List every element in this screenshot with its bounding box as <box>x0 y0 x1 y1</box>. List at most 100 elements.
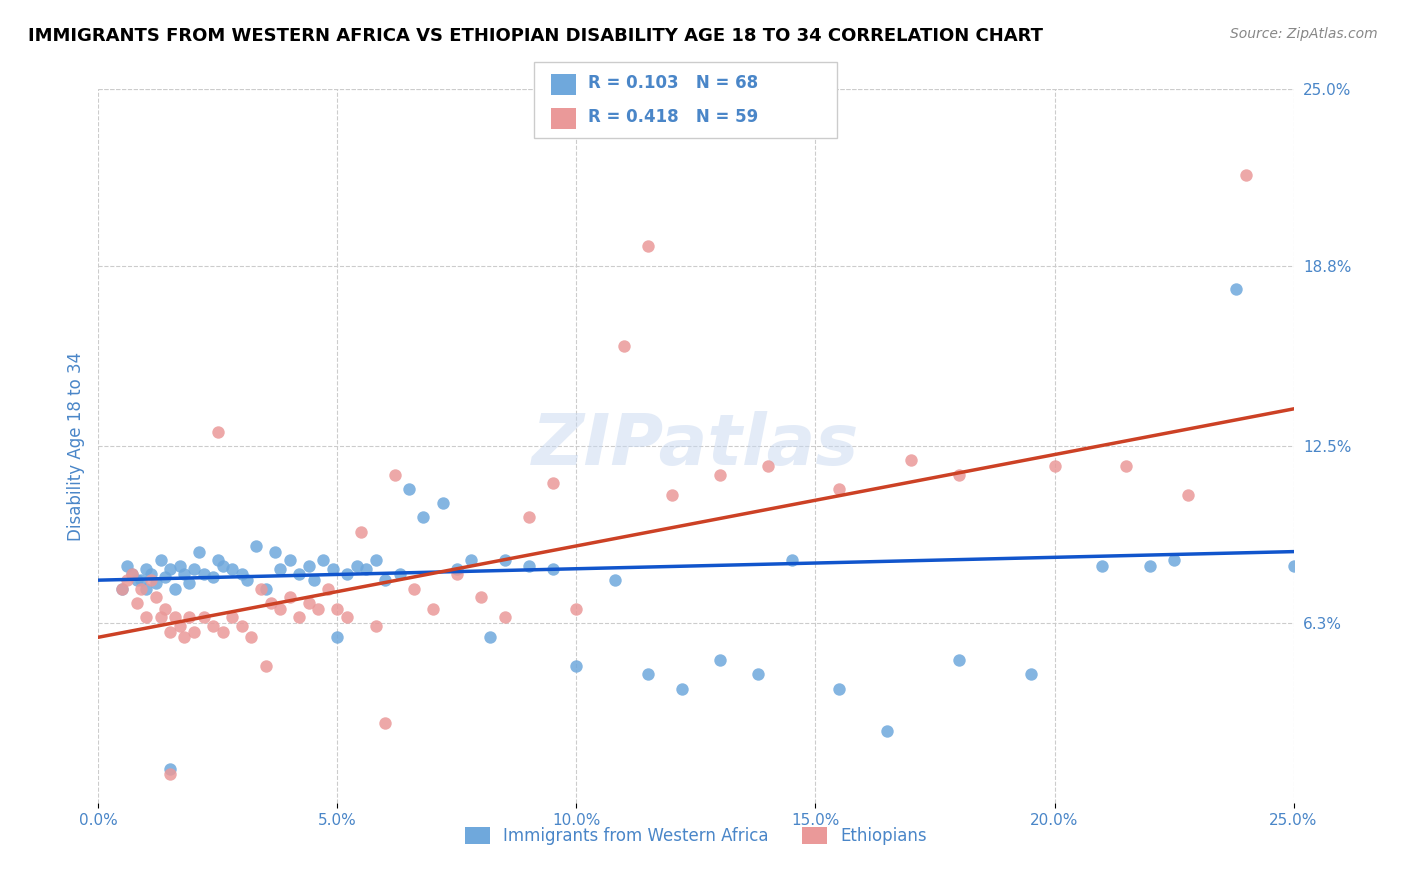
Point <box>211 558 233 573</box>
Point <box>364 553 387 567</box>
Point <box>221 610 243 624</box>
Point <box>388 567 411 582</box>
Point <box>446 567 468 582</box>
Point <box>278 591 301 605</box>
Point <box>250 582 273 596</box>
Point <box>1091 558 1114 573</box>
Point <box>828 681 851 696</box>
Point <box>221 562 243 576</box>
Point <box>312 553 335 567</box>
Point <box>187 544 209 558</box>
Point <box>613 339 636 353</box>
Point <box>1163 553 1185 567</box>
Point <box>402 582 425 596</box>
Point <box>145 576 167 591</box>
Point <box>131 573 153 587</box>
Point <box>179 610 201 624</box>
Point <box>948 467 970 482</box>
Y-axis label: Disability Age 18 to 34: Disability Age 18 to 34 <box>66 351 84 541</box>
Point <box>541 476 564 491</box>
Point <box>155 601 177 615</box>
Point <box>211 624 233 639</box>
Point <box>245 539 267 553</box>
Point <box>145 591 167 605</box>
Point <box>131 582 153 596</box>
Point <box>637 667 659 681</box>
Point <box>384 467 406 482</box>
Point <box>900 453 922 467</box>
Point <box>139 573 162 587</box>
Point <box>671 681 693 696</box>
Point <box>1282 558 1305 573</box>
Point <box>231 619 253 633</box>
Point <box>828 482 851 496</box>
Point <box>163 610 186 624</box>
Point <box>159 624 181 639</box>
Point <box>173 567 195 582</box>
Point <box>121 567 143 582</box>
Point <box>446 562 468 576</box>
Point <box>470 591 492 605</box>
Point <box>169 558 191 573</box>
Point <box>125 596 148 610</box>
Point <box>159 762 181 776</box>
Point <box>135 610 157 624</box>
Point <box>374 573 396 587</box>
Point <box>202 619 225 633</box>
Legend: Immigrants from Western Africa, Ethiopians: Immigrants from Western Africa, Ethiopia… <box>458 820 934 852</box>
Point <box>412 510 434 524</box>
Point <box>747 667 769 681</box>
Point <box>231 567 253 582</box>
Point <box>139 567 162 582</box>
Point <box>756 458 779 473</box>
Point <box>298 558 321 573</box>
Point <box>135 562 157 576</box>
Point <box>322 562 344 576</box>
Point <box>637 239 659 253</box>
Point <box>149 610 172 624</box>
Point <box>354 562 377 576</box>
Point <box>948 653 970 667</box>
Point <box>159 767 181 781</box>
Point <box>709 653 731 667</box>
Point <box>541 562 564 576</box>
Point <box>179 576 201 591</box>
Point <box>288 610 311 624</box>
Point <box>193 610 215 624</box>
Text: R = 0.103   N = 68: R = 0.103 N = 68 <box>588 74 758 92</box>
Point <box>336 567 359 582</box>
Point <box>159 562 181 576</box>
Point <box>288 567 311 582</box>
Text: R = 0.418   N = 59: R = 0.418 N = 59 <box>588 108 758 126</box>
Point <box>780 553 803 567</box>
Point <box>661 487 683 501</box>
Point <box>269 601 291 615</box>
Point <box>155 570 177 584</box>
Point <box>398 482 420 496</box>
Point <box>169 619 191 633</box>
Text: Source: ZipAtlas.com: Source: ZipAtlas.com <box>1230 27 1378 41</box>
Point <box>163 582 186 596</box>
Point <box>1139 558 1161 573</box>
Point <box>1177 487 1199 501</box>
Point <box>603 573 626 587</box>
Point <box>278 553 301 567</box>
Point <box>1115 458 1137 473</box>
Point <box>326 601 349 615</box>
Point <box>422 601 444 615</box>
Point <box>193 567 215 582</box>
Point <box>479 630 502 644</box>
Point <box>374 715 396 730</box>
Point <box>183 624 205 639</box>
Point <box>173 630 195 644</box>
Point <box>240 630 263 644</box>
Point <box>121 567 143 582</box>
Point <box>316 582 339 596</box>
Text: IMMIGRANTS FROM WESTERN AFRICA VS ETHIOPIAN DISABILITY AGE 18 TO 34 CORRELATION : IMMIGRANTS FROM WESTERN AFRICA VS ETHIOP… <box>28 27 1043 45</box>
Point <box>207 425 229 439</box>
Point <box>254 582 277 596</box>
Point <box>125 573 148 587</box>
Point <box>207 553 229 567</box>
Point <box>269 562 291 576</box>
Point <box>1225 282 1247 296</box>
